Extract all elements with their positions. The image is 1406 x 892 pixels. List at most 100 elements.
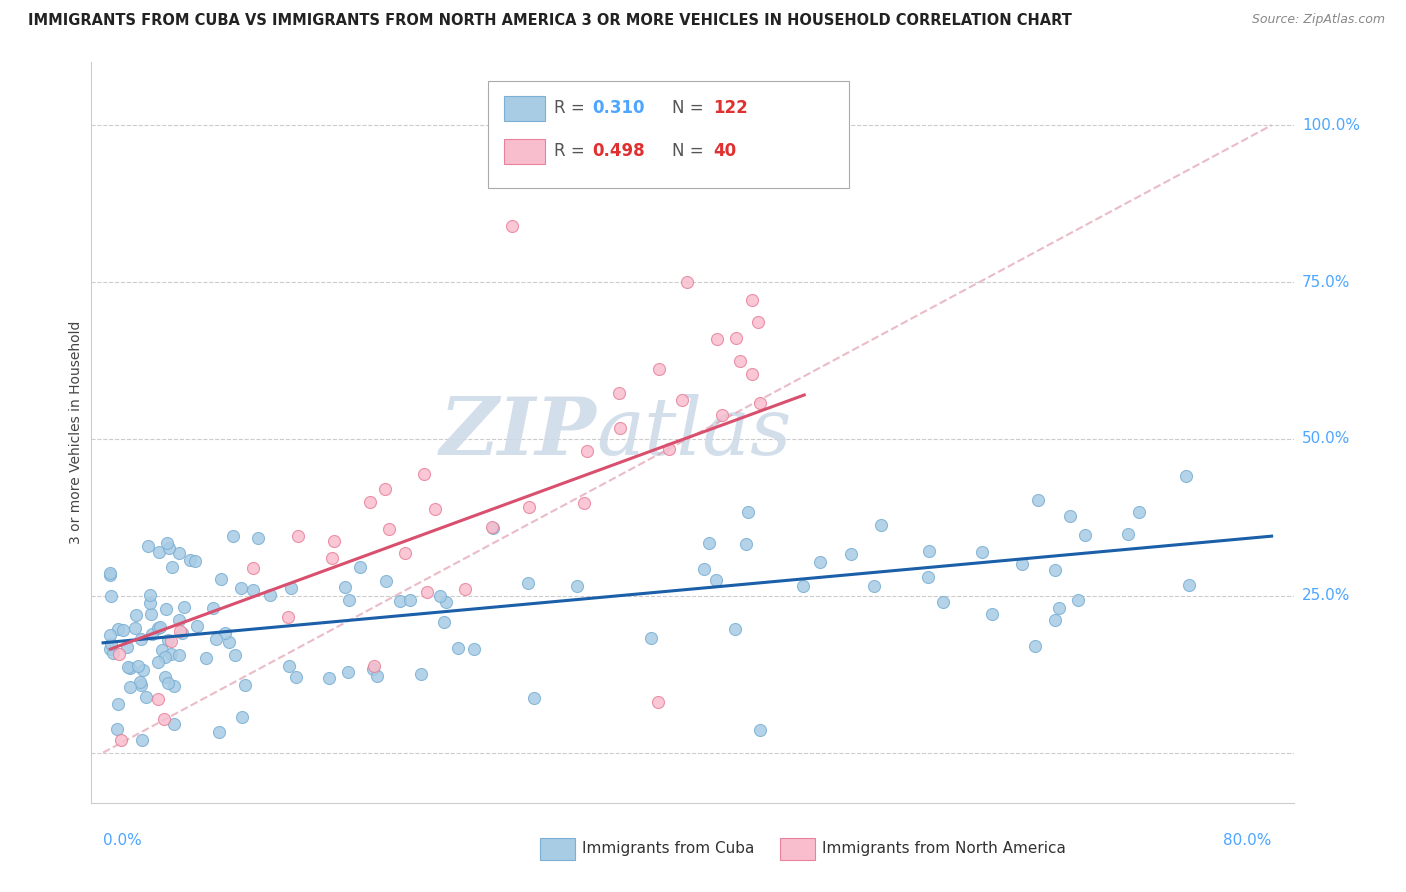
Point bbox=[1043, 613, 1066, 627]
Point bbox=[169, 624, 191, 638]
Point bbox=[318, 671, 340, 685]
Point bbox=[932, 595, 955, 609]
Point bbox=[361, 662, 384, 676]
Point bbox=[748, 396, 770, 410]
Point bbox=[429, 589, 451, 603]
FancyBboxPatch shape bbox=[488, 81, 849, 188]
Point bbox=[434, 595, 457, 609]
Point bbox=[100, 642, 122, 657]
Point bbox=[321, 551, 343, 566]
Point bbox=[179, 553, 201, 567]
Point bbox=[1178, 578, 1201, 592]
Point bbox=[359, 495, 381, 509]
Point bbox=[209, 572, 232, 586]
Point bbox=[146, 621, 169, 635]
Point bbox=[100, 589, 122, 603]
Point bbox=[139, 596, 162, 610]
Point bbox=[155, 602, 177, 616]
Text: 75.0%: 75.0% bbox=[1302, 275, 1350, 290]
Point bbox=[160, 560, 183, 574]
Point bbox=[517, 500, 540, 515]
Point bbox=[671, 392, 693, 407]
Point bbox=[153, 671, 176, 685]
Point bbox=[231, 710, 253, 724]
Point bbox=[394, 545, 416, 559]
Point bbox=[120, 681, 142, 695]
Text: 0.310: 0.310 bbox=[593, 99, 645, 117]
Point bbox=[735, 537, 758, 551]
Point bbox=[737, 505, 759, 519]
Point bbox=[676, 275, 699, 289]
Point bbox=[741, 293, 763, 307]
Point bbox=[728, 354, 751, 368]
Text: 50.0%: 50.0% bbox=[1302, 432, 1350, 446]
Point bbox=[128, 674, 150, 689]
Point bbox=[184, 554, 207, 568]
Point bbox=[150, 643, 173, 657]
Text: ZIP: ZIP bbox=[440, 394, 596, 471]
Point bbox=[609, 385, 631, 400]
Point bbox=[810, 555, 832, 569]
Point bbox=[658, 442, 681, 456]
Point bbox=[136, 539, 159, 553]
Point bbox=[572, 496, 595, 510]
Point bbox=[242, 582, 264, 597]
Point bbox=[149, 620, 172, 634]
Point bbox=[609, 420, 631, 434]
Point bbox=[107, 623, 129, 637]
Point bbox=[374, 574, 396, 588]
Point bbox=[1024, 639, 1046, 653]
Point bbox=[917, 569, 939, 583]
Point bbox=[159, 634, 181, 648]
Point bbox=[107, 722, 129, 736]
Point bbox=[218, 635, 240, 649]
Point bbox=[1128, 505, 1150, 519]
Point bbox=[153, 649, 176, 664]
Point bbox=[125, 607, 148, 622]
Point bbox=[565, 579, 588, 593]
Point bbox=[167, 546, 190, 560]
Point bbox=[167, 648, 190, 662]
Point bbox=[132, 663, 155, 677]
Point bbox=[107, 698, 129, 712]
Text: Immigrants from North America: Immigrants from North America bbox=[823, 841, 1066, 856]
Point bbox=[115, 640, 138, 655]
Point bbox=[693, 562, 716, 576]
Point bbox=[186, 618, 208, 632]
FancyBboxPatch shape bbox=[780, 838, 815, 860]
Point bbox=[159, 541, 181, 555]
Point bbox=[711, 408, 734, 422]
Point bbox=[118, 661, 141, 675]
Point bbox=[1026, 493, 1049, 508]
Point bbox=[501, 219, 523, 233]
Point bbox=[129, 677, 152, 691]
Point bbox=[233, 678, 256, 692]
Point bbox=[839, 547, 862, 561]
Point bbox=[139, 607, 162, 621]
Point bbox=[214, 625, 236, 640]
Point bbox=[640, 631, 662, 645]
Point bbox=[335, 580, 357, 594]
Point bbox=[278, 658, 301, 673]
Point bbox=[1067, 592, 1090, 607]
Text: R =: R = bbox=[554, 143, 591, 161]
Text: 80.0%: 80.0% bbox=[1223, 833, 1271, 848]
Point bbox=[981, 607, 1004, 621]
Text: IMMIGRANTS FROM CUBA VS IMMIGRANTS FROM NORTH AMERICA 3 OR MORE VEHICLES IN HOUS: IMMIGRANTS FROM CUBA VS IMMIGRANTS FROM … bbox=[28, 13, 1071, 29]
Point bbox=[647, 695, 669, 709]
Text: 25.0%: 25.0% bbox=[1302, 588, 1350, 603]
Point bbox=[704, 573, 727, 587]
Point bbox=[723, 622, 745, 636]
Point bbox=[205, 632, 228, 647]
Point bbox=[741, 367, 763, 381]
Point bbox=[433, 615, 456, 630]
Point bbox=[108, 648, 131, 662]
Point bbox=[870, 518, 893, 533]
Text: N =: N = bbox=[672, 99, 709, 117]
Point bbox=[366, 668, 388, 682]
Point bbox=[706, 331, 728, 345]
Text: 100.0%: 100.0% bbox=[1302, 118, 1360, 133]
Point bbox=[157, 676, 180, 690]
Point bbox=[374, 482, 396, 496]
Text: Source: ZipAtlas.com: Source: ZipAtlas.com bbox=[1251, 13, 1385, 27]
